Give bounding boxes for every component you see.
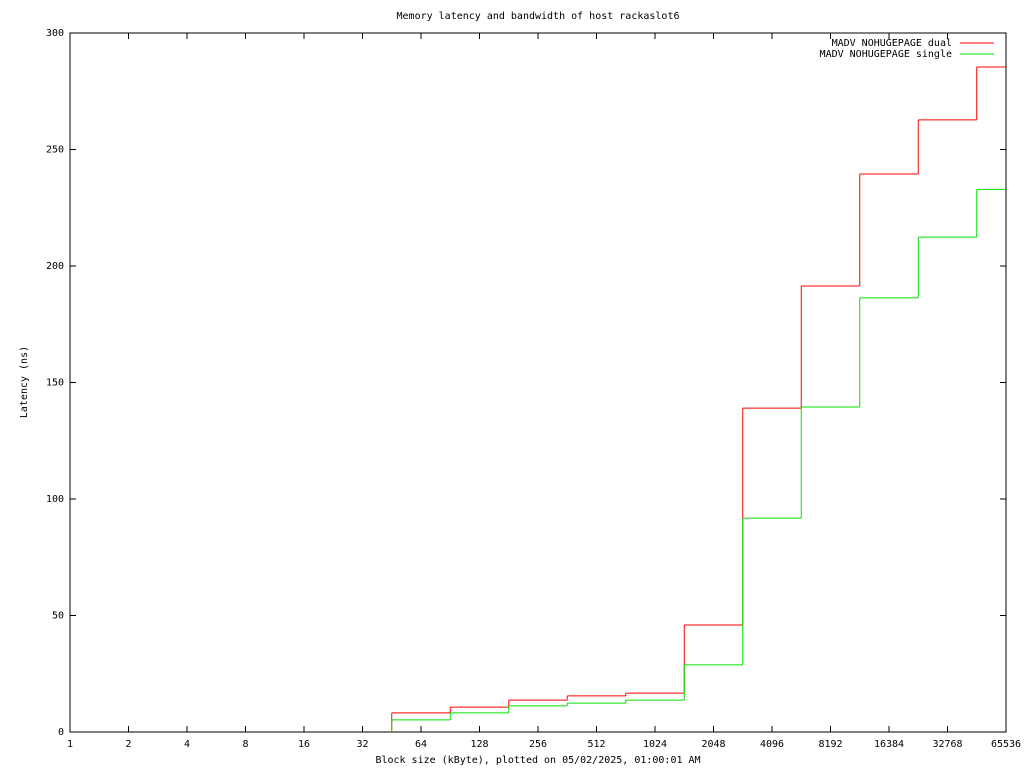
x-tick-label: 32 <box>356 739 368 750</box>
y-axis-label: Latency (ns) <box>19 346 30 418</box>
plot-area <box>391 66 1006 732</box>
y-tick-label: 0 <box>58 727 64 738</box>
y-tick-label: 250 <box>46 145 64 156</box>
x-tick-label: 4 <box>184 739 190 750</box>
x-tick-label: 32768 <box>932 739 962 750</box>
x-tick-label: 16384 <box>874 739 904 750</box>
x-tick-label: 4096 <box>760 739 784 750</box>
x-tick-label: 1024 <box>643 739 667 750</box>
x-tick-label: 8192 <box>818 739 842 750</box>
x-tick-label: 256 <box>529 739 547 750</box>
x-axis-label: Block size (kByte), plotted on 05/02/202… <box>375 755 700 766</box>
x-tick-label: 128 <box>470 739 488 750</box>
x-tick-label: 2 <box>125 739 131 750</box>
y-tick-label: 100 <box>46 494 64 505</box>
x-tick-label: 65536 <box>991 739 1021 750</box>
plot-frame <box>69 32 1007 733</box>
y-tick-label: 200 <box>46 261 64 272</box>
x-tick-label: 16 <box>298 739 310 750</box>
legend-label: MADV NOHUGEPAGE dual <box>832 38 952 49</box>
y-tick-label: 300 <box>46 28 64 39</box>
x-tick-label: 8 <box>242 739 248 750</box>
y-tick-label: 150 <box>46 378 64 389</box>
chart-title: Memory latency and bandwidth of host rac… <box>397 11 680 22</box>
y-tick-label: 50 <box>52 611 64 622</box>
x-tick-label: 64 <box>415 739 427 750</box>
x-tick-label: 1 <box>67 739 73 750</box>
x-tick-label: 2048 <box>701 739 725 750</box>
x-tick-label: 512 <box>587 739 605 750</box>
legend-label: MADV NOHUGEPAGE single <box>820 49 952 60</box>
